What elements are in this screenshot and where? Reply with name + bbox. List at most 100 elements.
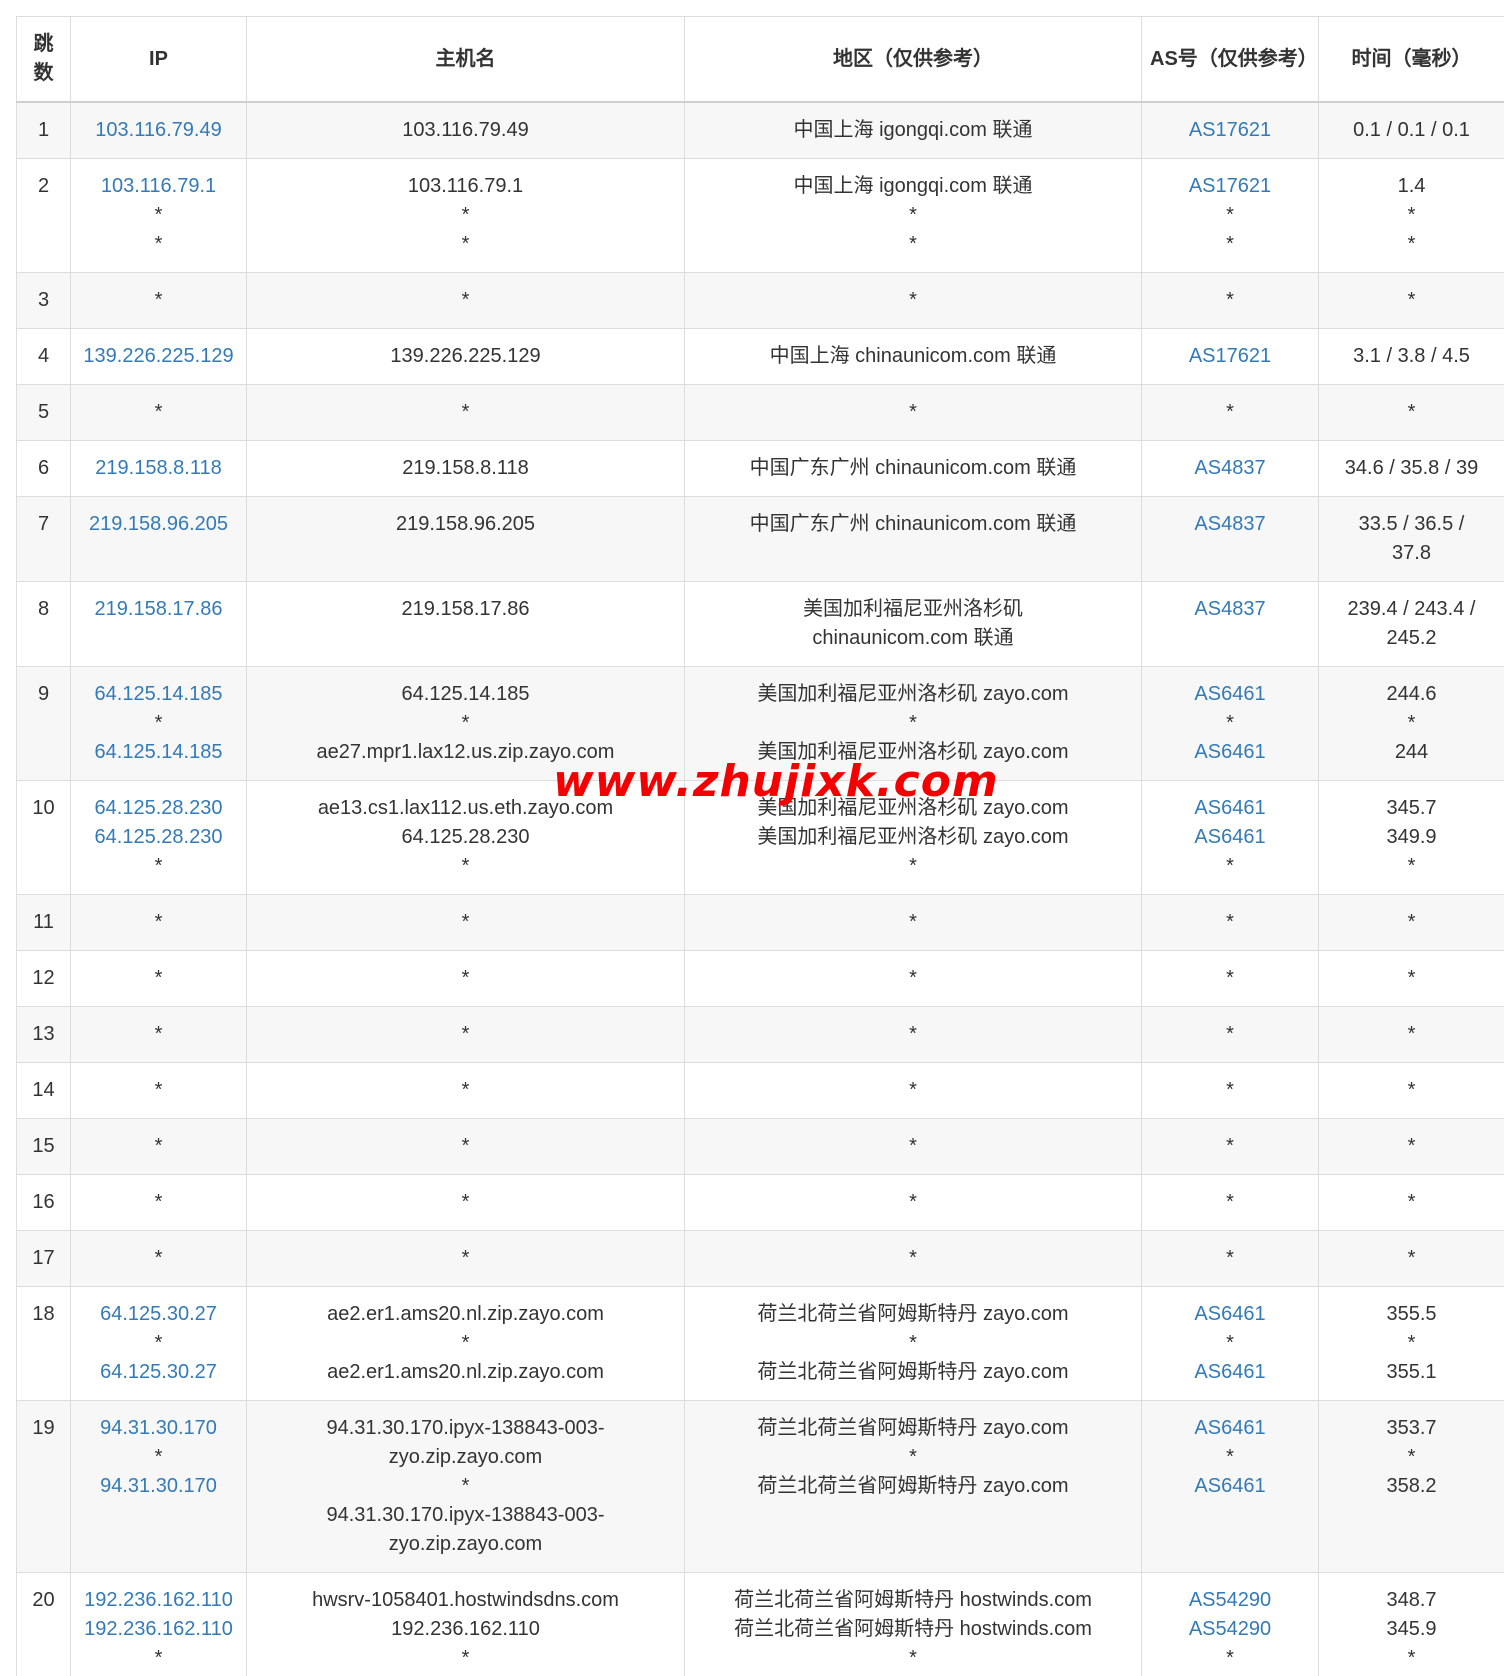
ip-link[interactable]: 94.31.30.170 [79, 1414, 238, 1443]
hop-number: 7 [25, 510, 62, 539]
as-link[interactable]: AS54290 [1150, 1586, 1310, 1615]
time-cell: * [1319, 1231, 1504, 1287]
timeout-star: * [1150, 230, 1310, 259]
hop-cell: 16 [17, 1175, 71, 1231]
region-cell: 中国上海 igongqi.com 联通 [685, 102, 1142, 159]
as-cell: AS6461*AS6461 [1142, 1287, 1319, 1401]
timeout-star: * [693, 852, 1133, 881]
timeout-star: * [693, 230, 1133, 259]
ip-link[interactable]: 219.158.17.86 [79, 595, 238, 624]
ip-link[interactable]: 139.226.225.129 [79, 342, 238, 371]
as-link[interactable]: AS17621 [1150, 172, 1310, 201]
latency-text: 348.7 [1327, 1586, 1496, 1615]
as-link[interactable]: AS4837 [1150, 454, 1310, 483]
ip-link[interactable]: 64.125.30.27 [79, 1300, 238, 1329]
timeout-star: * [1327, 1132, 1496, 1161]
hop-cell: 20 [17, 1573, 71, 1676]
ip-link[interactable]: 219.158.8.118 [79, 454, 238, 483]
ip-link[interactable]: 64.125.14.185 [79, 680, 238, 709]
region-cell: * [685, 385, 1142, 441]
as-link[interactable]: AS17621 [1150, 342, 1310, 371]
as-cell: * [1142, 1119, 1319, 1175]
timeout-star: * [693, 1188, 1133, 1217]
timeout-star: * [79, 709, 238, 738]
region-text: 中国上海 chinaunicom.com 联通 [693, 342, 1133, 371]
as-link[interactable]: AS4837 [1150, 510, 1310, 539]
timeout-star: * [693, 1644, 1133, 1673]
timeout-star: * [1327, 1076, 1496, 1105]
time-cell: * [1319, 385, 1504, 441]
ip-link[interactable]: 192.236.162.110 [79, 1615, 238, 1644]
timeout-star: * [79, 1076, 238, 1105]
ip-link[interactable]: 192.236.162.110 [79, 1586, 238, 1615]
as-link[interactable]: AS6461 [1150, 1300, 1310, 1329]
timeout-star: * [1327, 1443, 1496, 1472]
timeout-star: * [1327, 852, 1496, 881]
ip-link[interactable]: 219.158.96.205 [79, 510, 238, 539]
hop-cell: 19 [17, 1401, 71, 1573]
ip-link[interactable]: 64.125.14.185 [79, 738, 238, 767]
table-row: 15***** [17, 1119, 1504, 1175]
ip-cell: * [71, 951, 247, 1007]
as-link[interactable]: AS6461 [1150, 1414, 1310, 1443]
timeout-star: * [255, 1020, 676, 1049]
latency-text: 244 [1327, 738, 1496, 767]
timeout-star: * [1327, 230, 1496, 259]
time-cell: * [1319, 1175, 1504, 1231]
ip-link[interactable]: 64.125.30.27 [79, 1358, 238, 1387]
as-link[interactable]: AS6461 [1150, 680, 1310, 709]
region-cell: * [685, 1007, 1142, 1063]
timeout-star: * [1150, 201, 1310, 230]
as-link[interactable]: AS6461 [1150, 1358, 1310, 1387]
timeout-star: * [1150, 709, 1310, 738]
as-link[interactable]: AS6461 [1150, 823, 1310, 852]
hop-cell: 6 [17, 441, 71, 497]
hop-number: 18 [25, 1300, 62, 1329]
timeout-star: * [255, 1188, 676, 1217]
ip-cell: 94.31.30.170*94.31.30.170 [71, 1401, 247, 1573]
hostname-text: ae13.cs1.lax112.us.eth.zayo.com [255, 794, 676, 823]
timeout-star: * [693, 1244, 1133, 1273]
hostname-text: 219.158.17.86 [255, 595, 676, 624]
timeout-star: * [693, 286, 1133, 315]
region-cell: 中国广东广州 chinaunicom.com 联通 [685, 441, 1142, 497]
host-cell: 139.226.225.129 [247, 329, 685, 385]
ip-link[interactable]: 64.125.28.230 [79, 794, 238, 823]
ip-cell: * [71, 1175, 247, 1231]
timeout-star: * [693, 1132, 1133, 1161]
ip-link[interactable]: 64.125.28.230 [79, 823, 238, 852]
region-cell: * [685, 1231, 1142, 1287]
ip-link[interactable]: 103.116.79.1 [79, 172, 238, 201]
as-link[interactable]: AS6461 [1150, 738, 1310, 767]
as-link[interactable]: AS6461 [1150, 794, 1310, 823]
time-cell: 353.7*358.2 [1319, 1401, 1504, 1573]
as-link[interactable]: AS54290 [1150, 1615, 1310, 1644]
column-header-0: 跳数 [17, 17, 71, 103]
hostname-text: ae2.er1.ams20.nl.zip.zayo.com [255, 1358, 676, 1387]
region-text: 美国加利福尼亚州洛杉矶 zayo.com [693, 680, 1133, 709]
as-link[interactable]: AS17621 [1150, 116, 1310, 145]
region-text: 荷兰北荷兰省阿姆斯特丹 zayo.com [693, 1414, 1133, 1443]
timeout-star: * [1150, 398, 1310, 427]
table-row: 11***** [17, 895, 1504, 951]
timeout-star: * [693, 908, 1133, 937]
timeout-star: * [693, 964, 1133, 993]
ip-link[interactable]: 103.116.79.49 [79, 116, 238, 145]
ip-link[interactable]: 94.31.30.170 [79, 1472, 238, 1501]
timeout-star: * [693, 398, 1133, 427]
as-cell: * [1142, 1175, 1319, 1231]
host-cell: * [247, 895, 685, 951]
region-cell: * [685, 1119, 1142, 1175]
hostname-text: zyo.zip.zayo.com [255, 1443, 676, 1472]
timeout-star: * [1327, 964, 1496, 993]
as-link[interactable]: AS4837 [1150, 595, 1310, 624]
as-link[interactable]: AS6461 [1150, 1472, 1310, 1501]
region-cell: 中国上海 chinaunicom.com 联通 [685, 329, 1142, 385]
